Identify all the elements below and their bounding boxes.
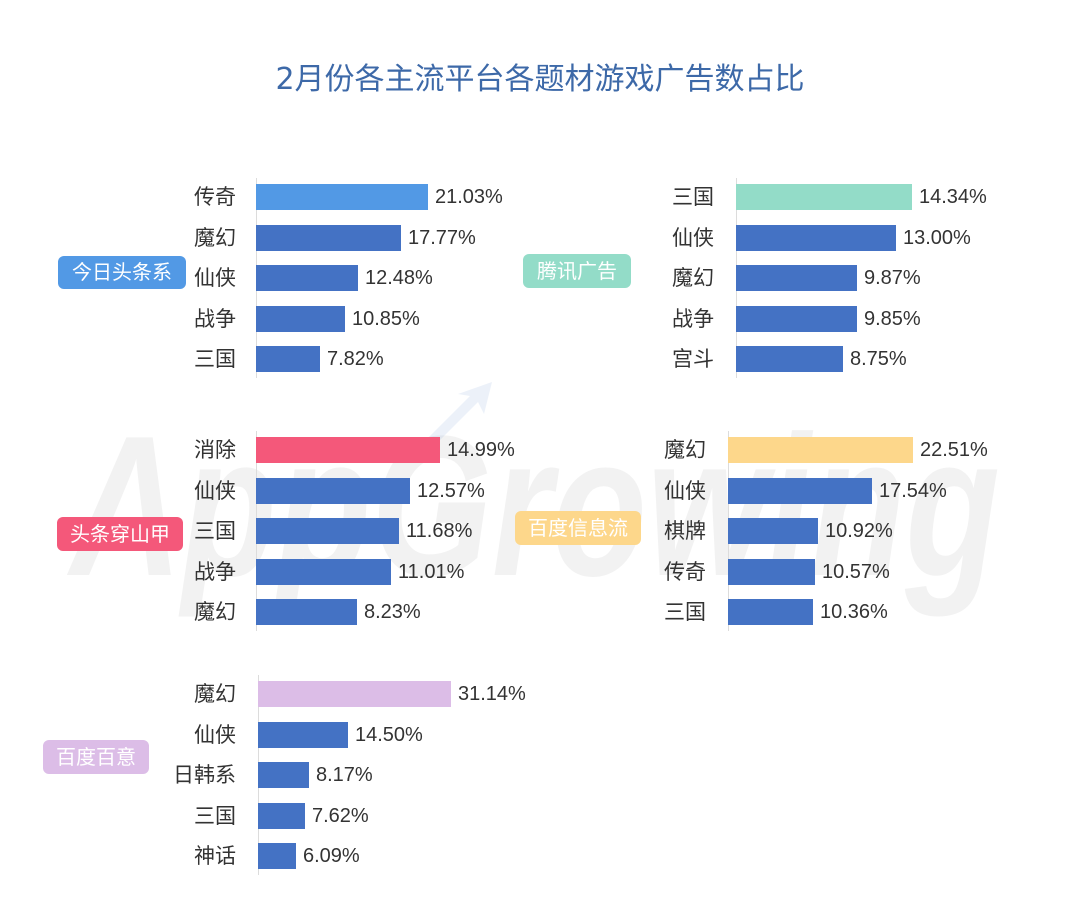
bar bbox=[728, 599, 814, 625]
value-label: 8.23% bbox=[364, 601, 421, 623]
bar bbox=[736, 265, 858, 291]
category-label: 仙侠 bbox=[672, 226, 714, 250]
category-label: 仙侠 bbox=[194, 723, 236, 747]
category-label: 魔幻 bbox=[194, 600, 236, 624]
category-label: 魔幻 bbox=[672, 266, 714, 290]
category-label: 战争 bbox=[672, 307, 714, 331]
value-label: 9.87% bbox=[864, 267, 921, 289]
category-label: 三国 bbox=[664, 600, 706, 624]
category-label: 仙侠 bbox=[194, 266, 236, 290]
category-label: 宫斗 bbox=[672, 347, 714, 371]
bar bbox=[736, 346, 844, 372]
bar bbox=[258, 762, 309, 788]
value-label: 12.48% bbox=[365, 267, 433, 289]
value-label: 14.99% bbox=[447, 439, 515, 461]
bar bbox=[258, 681, 452, 707]
bar bbox=[256, 478, 411, 504]
bar bbox=[736, 184, 913, 210]
category-label: 三国 bbox=[672, 185, 714, 209]
value-label: 31.14% bbox=[458, 683, 526, 705]
value-label: 11.68% bbox=[406, 520, 473, 542]
value-label: 10.57% bbox=[822, 561, 890, 583]
category-label: 棋牌 bbox=[664, 519, 706, 543]
chart-title: 2月份各主流平台各题材游戏广告数占比 bbox=[275, 62, 805, 97]
watermark-arrow-icon bbox=[428, 382, 492, 444]
category-label: 三国 bbox=[194, 347, 236, 371]
bar bbox=[256, 346, 320, 372]
bar bbox=[256, 518, 400, 544]
value-label: 10.85% bbox=[352, 308, 420, 330]
value-label: 10.36% bbox=[820, 601, 888, 623]
platform-badge: 腾讯广告 bbox=[523, 254, 631, 288]
category-label: 消除 bbox=[194, 438, 236, 462]
category-label: 战争 bbox=[194, 560, 236, 584]
platform-badge: 百度信息流 bbox=[515, 511, 641, 545]
category-label: 三国 bbox=[194, 804, 236, 828]
category-label: 神话 bbox=[194, 844, 236, 868]
bar bbox=[256, 559, 392, 585]
category-label: 仙侠 bbox=[664, 479, 706, 503]
category-label: 战争 bbox=[194, 307, 236, 331]
bar bbox=[256, 265, 359, 291]
bar bbox=[256, 599, 358, 625]
value-label: 17.54% bbox=[879, 480, 947, 502]
value-label: 6.09% bbox=[303, 845, 360, 867]
value-label: 14.50% bbox=[355, 724, 423, 746]
value-label: 8.17% bbox=[316, 764, 373, 786]
value-label: 8.75% bbox=[850, 348, 907, 370]
bar bbox=[258, 803, 306, 829]
value-label: 9.85% bbox=[864, 308, 921, 330]
value-label: 11.01% bbox=[398, 561, 465, 583]
category-label: 三国 bbox=[194, 519, 236, 543]
platform-badge: 百度百意 bbox=[43, 740, 149, 774]
bar bbox=[256, 225, 402, 251]
bar bbox=[258, 722, 348, 748]
bar bbox=[728, 518, 818, 544]
value-label: 13.00% bbox=[903, 227, 971, 249]
value-label: 7.82% bbox=[327, 348, 384, 370]
bar bbox=[258, 843, 296, 869]
category-label: 仙侠 bbox=[194, 479, 236, 503]
bar bbox=[256, 306, 345, 332]
bar bbox=[728, 478, 872, 504]
platform-badge: 今日头条系 bbox=[58, 256, 186, 289]
category-label: 传奇 bbox=[194, 185, 236, 209]
value-label: 17.77% bbox=[408, 227, 476, 249]
bar bbox=[256, 437, 441, 463]
bar bbox=[728, 559, 815, 585]
category-label: 传奇 bbox=[664, 560, 706, 584]
category-label: 魔幻 bbox=[194, 226, 236, 250]
value-label: 12.57% bbox=[417, 480, 485, 502]
value-label: 10.92% bbox=[825, 520, 893, 542]
watermark-text: AppGrowing bbox=[66, 395, 1000, 618]
category-label: 魔幻 bbox=[664, 438, 706, 462]
bar bbox=[256, 184, 428, 210]
value-label: 7.62% bbox=[312, 805, 369, 827]
platform-badge: 头条穿山甲 bbox=[57, 517, 183, 551]
value-label: 14.34% bbox=[919, 186, 987, 208]
value-label: 22.51% bbox=[920, 439, 988, 461]
value-label: 21.03% bbox=[435, 186, 503, 208]
category-label: 魔幻 bbox=[194, 682, 236, 706]
bar bbox=[736, 225, 896, 251]
bar bbox=[736, 306, 857, 332]
category-label: 日韩系 bbox=[173, 763, 236, 787]
bar bbox=[728, 437, 913, 463]
